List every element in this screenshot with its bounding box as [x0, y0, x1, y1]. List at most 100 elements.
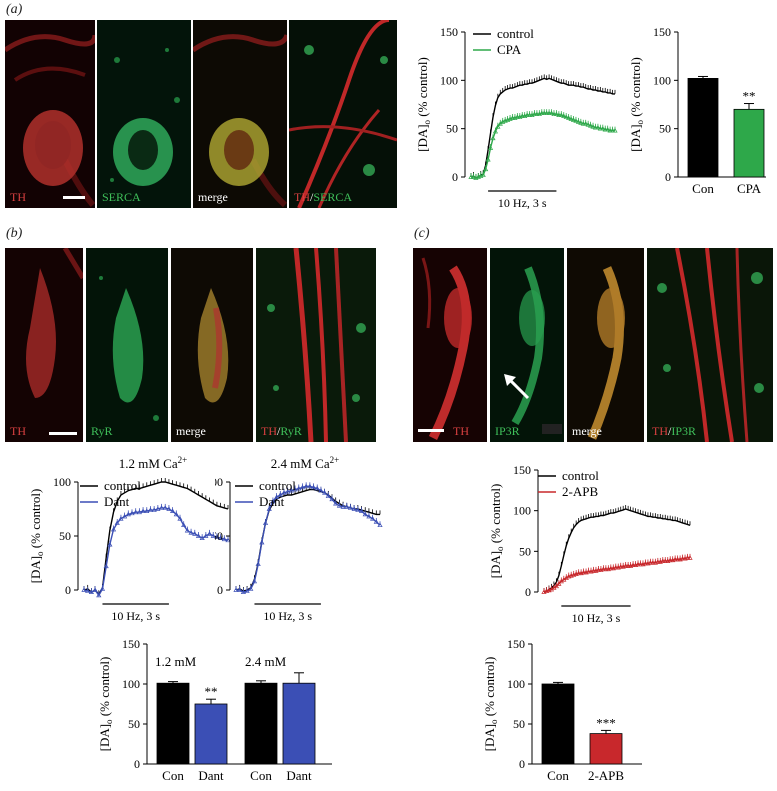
panel-a-letter: (a) — [6, 2, 23, 17]
bar — [589, 733, 623, 765]
y-tick-label: 100 — [53, 475, 71, 489]
data-point — [485, 156, 491, 162]
data-point — [251, 578, 258, 584]
data-point — [118, 516, 124, 521]
merge-image — [567, 248, 644, 442]
data-point — [310, 484, 317, 490]
data-point — [107, 541, 113, 547]
data-point — [600, 125, 606, 131]
data-point — [225, 537, 231, 543]
panel-b-letter: (b) — [6, 226, 23, 241]
x-tick-label: Con — [162, 768, 184, 783]
data-point — [603, 566, 609, 572]
data-point — [468, 174, 474, 179]
y-tick-label: 0 — [65, 583, 71, 597]
data-point — [660, 558, 666, 563]
y-tick-label: 0 — [217, 583, 223, 597]
micrograph-c-merge: merge — [567, 248, 644, 442]
data-point — [136, 509, 142, 515]
y-tick-label: 50 — [215, 529, 223, 543]
micrograph-c-th-ip3r: TH/IP3R — [647, 248, 773, 442]
y-axis-label: [DA]o (% control) — [97, 657, 114, 752]
y-tick-label: 150 — [653, 25, 671, 39]
x-tick-label: Dant — [286, 768, 312, 783]
data-point — [259, 539, 265, 545]
data-point — [570, 117, 577, 122]
y-tick-label: 100 — [513, 504, 531, 518]
scale-bar — [49, 432, 77, 435]
data-point — [92, 587, 98, 592]
y-tick-label: 100 — [653, 73, 671, 87]
micrograph-b-th: TH — [5, 248, 83, 442]
y-tick-label: 0 — [134, 757, 140, 771]
data-point — [347, 505, 354, 510]
data-point — [509, 115, 516, 120]
data-point — [281, 490, 287, 495]
y-axis-label: [DA]o (% control) — [488, 484, 505, 579]
data-point — [514, 114, 520, 119]
data-point — [583, 121, 589, 126]
y-tick-label: 150 — [440, 25, 458, 39]
data-point — [526, 112, 533, 117]
series-line — [235, 488, 380, 592]
series-line — [236, 485, 381, 593]
data-point — [531, 111, 538, 117]
data-point — [199, 535, 205, 541]
y-tick-label: 100 — [215, 475, 223, 489]
bar — [156, 682, 190, 765]
data-point — [362, 511, 368, 517]
y-tick-label: 50 — [128, 717, 140, 731]
chart-title: 1.2 mM Ca2+ — [119, 455, 187, 471]
significance-label: ** — [205, 684, 218, 699]
y-tick-label: 150 — [507, 637, 525, 651]
data-point — [675, 556, 681, 562]
data-point — [255, 561, 261, 566]
x-tick-label: CPA — [737, 181, 762, 196]
data-point — [483, 166, 489, 172]
y-tick-label: 50 — [446, 122, 458, 136]
data-point — [88, 589, 94, 595]
data-point — [558, 112, 564, 117]
data-point — [575, 119, 581, 124]
legend-label: CPA — [497, 42, 522, 57]
data-point — [642, 560, 649, 566]
data-point — [125, 511, 131, 517]
data-point — [248, 586, 254, 591]
scale-bar — [63, 196, 85, 199]
data-point — [578, 120, 584, 125]
legend-label: 2-APB — [562, 484, 598, 499]
legend-label: Dant — [104, 494, 130, 509]
data-point — [609, 127, 616, 133]
chart-a-line: 0 50 100 150 [DA]o (% control) 10 Hz, 3 s cont… — [415, 25, 618, 210]
chart-b-line-1: 1.2 mM Ca2+ 0 50 100 [DA]o (% control) 10 Hz,… — [28, 455, 231, 623]
data-point — [544, 110, 550, 116]
data-point — [237, 587, 243, 592]
y-axis-label: [DA]o (% control) — [482, 657, 499, 752]
data-point — [546, 110, 552, 116]
data-point — [203, 533, 209, 538]
y-tick-label: 0 — [519, 757, 525, 771]
y-axis-label: [DA]o (% control) — [28, 489, 45, 584]
data-point — [144, 508, 150, 514]
significance-label: ** — [743, 89, 756, 104]
th-stain-image — [5, 20, 95, 208]
th-stain-image — [5, 248, 83, 442]
y-tick-label: 100 — [122, 677, 140, 691]
x-tick-label: 2-APB — [588, 768, 624, 783]
data-point — [151, 507, 157, 512]
bar — [687, 78, 719, 178]
data-point — [192, 531, 198, 536]
data-point — [181, 522, 187, 528]
series-line — [83, 507, 229, 597]
data-point — [173, 511, 179, 517]
data-point — [162, 505, 168, 510]
data-point — [303, 483, 309, 489]
data-point — [366, 513, 372, 519]
scale-bar — [418, 429, 444, 432]
data-point — [358, 508, 365, 514]
data-point — [274, 494, 280, 499]
data-point — [597, 125, 603, 131]
data-point — [307, 483, 313, 489]
data-point — [277, 492, 283, 497]
